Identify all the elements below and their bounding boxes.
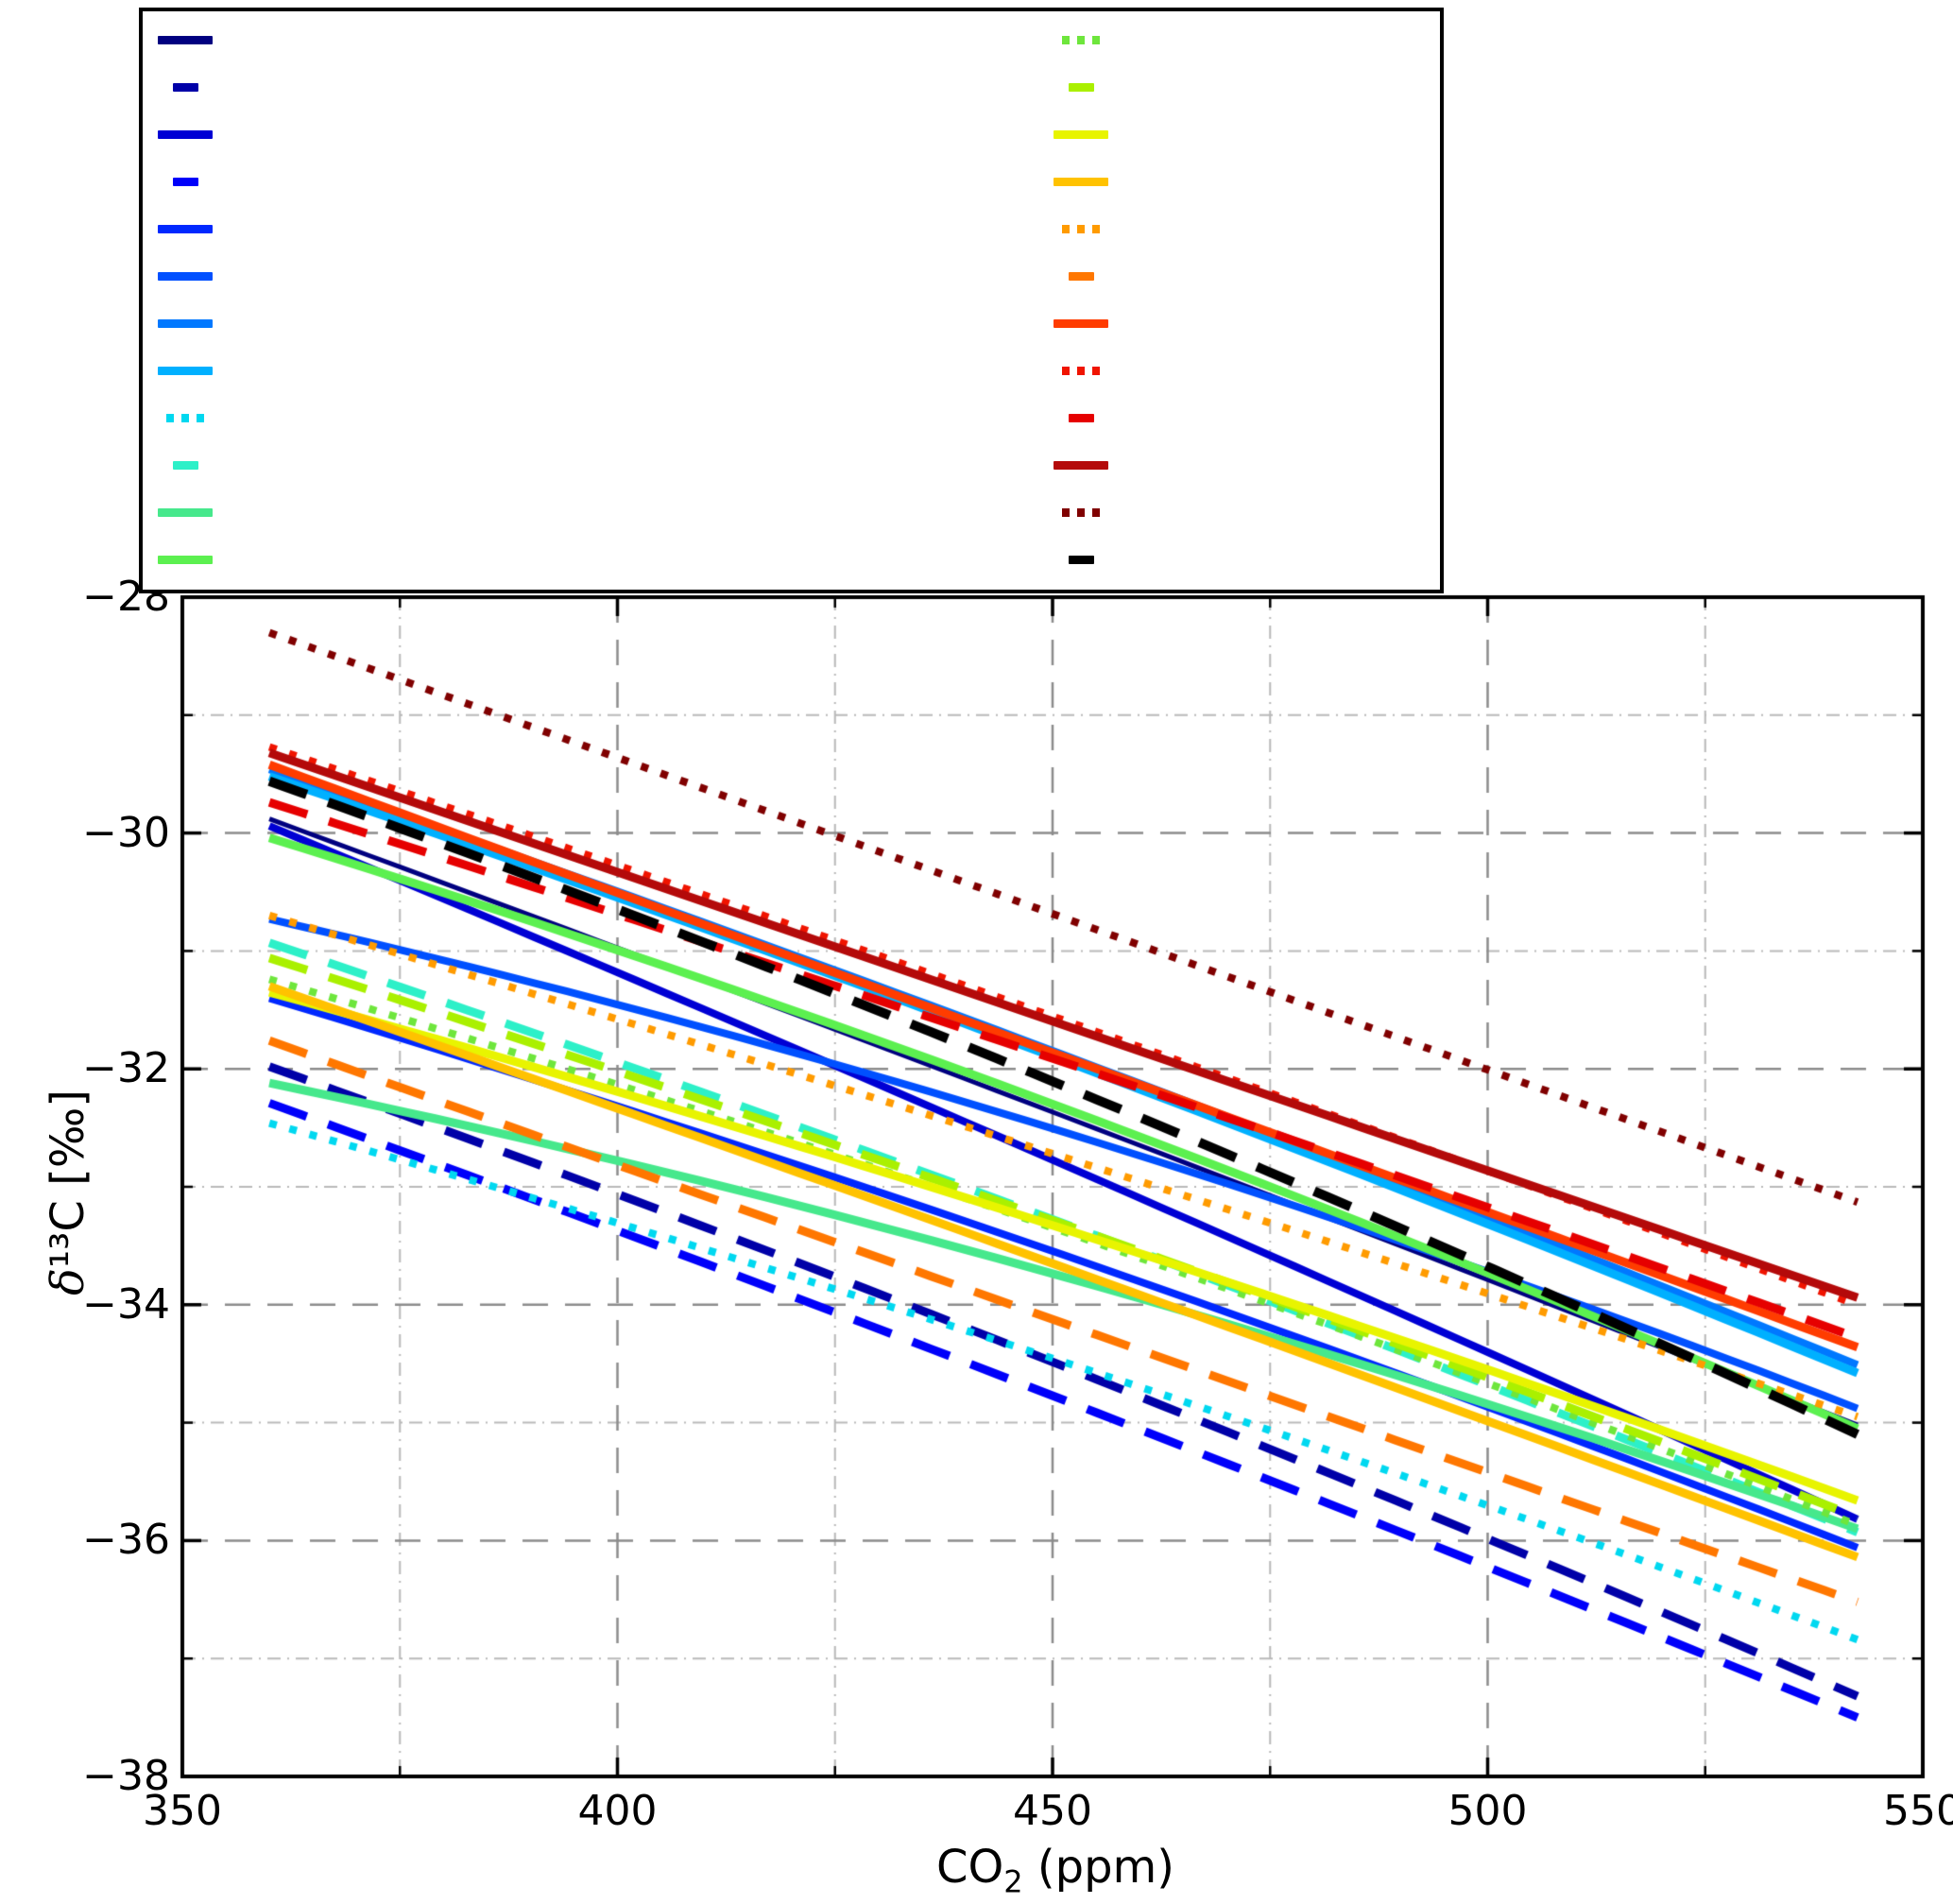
y-tick-label: −30	[82, 808, 170, 857]
y-tick-label: −38	[82, 1752, 170, 1800]
legend-swatch-solid	[156, 555, 214, 564]
legend-row	[156, 300, 1052, 347]
legend-swatch-solid	[1052, 177, 1110, 186]
legend	[139, 8, 1444, 593]
legend-swatch-dashed	[1052, 82, 1110, 92]
x-tick-label: 550	[1883, 1787, 1953, 1835]
legend-row	[156, 111, 1052, 158]
legend-row	[1052, 489, 1440, 536]
legend-swatch-dashed	[156, 177, 214, 186]
legend-swatch-dashed	[1052, 413, 1110, 422]
x-tick-label: 400	[577, 1787, 658, 1835]
legend-swatch-solid	[1052, 129, 1110, 139]
legend-swatch-solid	[156, 224, 214, 233]
legend-row	[1052, 394, 1440, 441]
legend-row	[1052, 111, 1440, 158]
legend-row	[1052, 441, 1440, 489]
legend-row	[156, 489, 1052, 536]
legend-row	[156, 16, 1052, 63]
legend-row	[1052, 158, 1440, 205]
legend-column-left	[156, 16, 1052, 590]
y-tick-label: −34	[82, 1279, 170, 1329]
legend-row	[1052, 63, 1440, 111]
y-axis-label: δ¹³C [‰]	[42, 1089, 94, 1296]
legend-row	[156, 347, 1052, 394]
legend-swatch-solid	[1052, 460, 1110, 470]
legend-swatch-solid	[156, 318, 214, 328]
legend-swatch-dotted	[156, 413, 214, 422]
legend-row	[1052, 252, 1440, 300]
x-tick-label: 350	[143, 1787, 222, 1835]
legend-swatch-solid	[156, 129, 214, 139]
legend-swatch-dashed	[156, 460, 214, 470]
x-tick-label: 500	[1448, 1787, 1528, 1835]
legend-swatch-solid	[1052, 318, 1110, 328]
legend-row	[1052, 347, 1440, 394]
x-tick-label: 450	[1013, 1787, 1092, 1835]
legend-swatch-solid	[156, 366, 214, 375]
legend-row	[1052, 300, 1440, 347]
legend-row	[156, 63, 1052, 111]
legend-swatch-dotted	[1052, 224, 1110, 233]
legend-row	[1052, 536, 1440, 583]
legend-row	[156, 536, 1052, 583]
legend-row	[156, 205, 1052, 252]
legend-column-right	[1052, 16, 1440, 590]
legend-swatch-solid	[156, 35, 214, 44]
legend-row	[1052, 16, 1440, 63]
legend-row	[156, 158, 1052, 205]
legend-swatch-dotted	[1052, 366, 1110, 375]
x-axis-label: CO2 (ppm)	[935, 1841, 1175, 1900]
y-tick-label: −32	[82, 1044, 170, 1093]
legend-swatch-dashed	[156, 82, 214, 92]
legend-swatch-dashed	[1052, 555, 1110, 564]
y-tick-label: −36	[82, 1516, 170, 1565]
legend-row	[1052, 205, 1440, 252]
legend-swatch-solid	[156, 271, 214, 281]
legend-swatch-solid	[156, 507, 214, 517]
legend-swatch-dotted	[1052, 35, 1110, 44]
legend-row	[156, 394, 1052, 441]
legend-swatch-dashed	[1052, 271, 1110, 281]
legend-row	[156, 252, 1052, 300]
legend-swatch-dotted	[1052, 507, 1110, 517]
legend-row	[156, 441, 1052, 489]
